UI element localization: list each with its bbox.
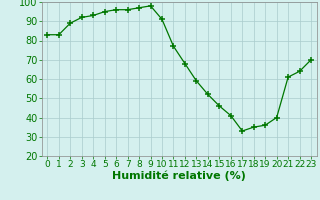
X-axis label: Humidité relative (%): Humidité relative (%) bbox=[112, 171, 246, 181]
